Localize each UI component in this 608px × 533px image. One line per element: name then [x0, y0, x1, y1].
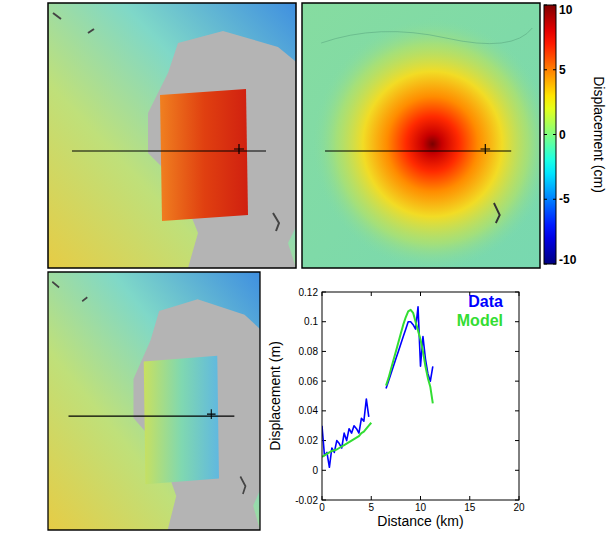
colorbar-tick [544, 199, 547, 200]
series-line [322, 310, 433, 457]
map-frame [302, 3, 540, 268]
map-frame [48, 272, 260, 530]
x-tick-label: 5 [368, 502, 374, 513]
colorbar-tick-label: -10 [559, 253, 577, 267]
y-tick-label: 0.12 [299, 287, 319, 298]
map-panel [302, 3, 552, 269]
colorbar-tick-label: 0 [559, 128, 566, 142]
x-tick [371, 496, 372, 500]
colorbar-tick [553, 69, 556, 70]
map-frame [48, 3, 296, 268]
y-tick [515, 351, 519, 352]
source-marker [234, 144, 244, 154]
colorbar-tick [544, 134, 547, 135]
y-tick-label: 0.02 [299, 435, 319, 446]
y-tick [322, 351, 326, 352]
y-tick [515, 440, 519, 441]
y-tick [515, 410, 519, 411]
colorbar-tick [553, 199, 556, 200]
y-tick [515, 381, 519, 382]
series-line [322, 307, 433, 467]
colorbar-tick-label: -5 [559, 192, 570, 206]
y-tick [515, 321, 519, 322]
x-axis-title: Distance (km) [377, 513, 463, 529]
colorbar-tick [544, 264, 547, 265]
x-tick [420, 496, 421, 500]
colorbar-tick-label: 5 [559, 63, 566, 77]
profile-line [72, 150, 266, 151]
map-content [48, 272, 260, 530]
x-tick [371, 292, 372, 296]
plot-frame [322, 292, 519, 500]
masked-area [148, 31, 296, 268]
relief [494, 203, 500, 223]
profile-line [69, 416, 235, 417]
colorbar-tick [553, 264, 556, 265]
source-marker [207, 409, 216, 419]
y-tick [322, 410, 326, 411]
y-tick-label: -0.02 [295, 495, 318, 506]
colorbar [544, 5, 556, 264]
x-tick-label: 10 [415, 502, 427, 513]
y-tick-label: 0.04 [299, 405, 319, 416]
relief [53, 13, 279, 231]
x-tick [469, 496, 470, 500]
x-tick [420, 292, 421, 296]
colorbar-tick [544, 5, 547, 6]
y-tick [515, 470, 519, 471]
colorbar-tick [553, 134, 556, 135]
map-content [302, 3, 540, 268]
interferogram-patch [160, 89, 248, 221]
colorbar-tick [553, 5, 556, 6]
y-tick [322, 381, 326, 382]
colorbar-tick [544, 69, 547, 70]
masked-area [133, 299, 260, 530]
series-group [322, 307, 433, 467]
relief [321, 28, 532, 44]
y-tick [322, 321, 326, 322]
relief [52, 282, 245, 494]
y-tick [322, 470, 326, 471]
y-tick-label: 0 [312, 465, 318, 476]
y-tick-label: 0.1 [304, 316, 318, 327]
x-tick-label: 0 [319, 502, 325, 513]
map-content [48, 3, 296, 268]
map-panel [48, 3, 310, 268]
colorbar-label: Displacement (cm) [591, 76, 607, 193]
figure: -10-50510Displacement (cm)05101520-0.020… [0, 0, 608, 533]
legend-entry: Data [468, 293, 503, 310]
y-tick-label: 0.06 [299, 376, 319, 387]
model-deformation [313, 19, 540, 268]
x-tick-label: 20 [513, 502, 525, 513]
map-panel [48, 272, 272, 530]
legend-entry: Model [457, 312, 503, 329]
y-axis-title: Displacement (m) [267, 341, 283, 451]
y-tick-label: 0.08 [299, 346, 319, 357]
colorbar-tick-label: 10 [559, 3, 573, 17]
x-tick-label: 15 [464, 502, 476, 513]
plot-area [322, 292, 519, 500]
interferogram-patch [144, 356, 219, 485]
profile-line [325, 150, 511, 151]
source-marker [481, 144, 491, 154]
